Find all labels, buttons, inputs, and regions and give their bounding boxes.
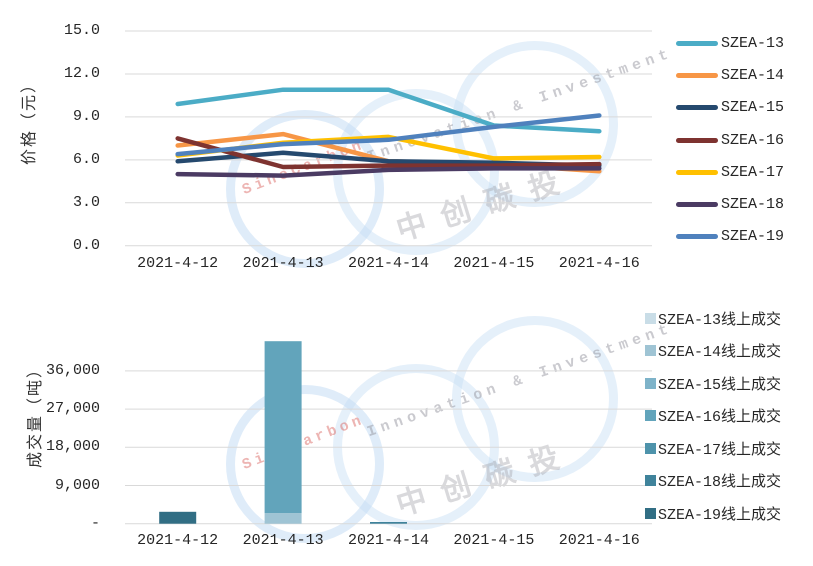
volume-legend: SZEA-13线上成交 SZEA-14线上成交 SZEA-15线上成交 SZEA-16… [645,302,781,530]
legend-item-SZEA-16: SZEA-16 [676,124,784,156]
legend-label: SZEA-19 [721,228,785,246]
legend-item-SZEA-19: SZEA-19 [676,221,784,253]
volume-bar-segment-SZEA-14线上成交 [264,513,302,524]
volume-x-tick: 2021-4-12 [137,532,219,549]
price-x-tick: 2021-4-14 [347,255,429,272]
legend-label: SZEA-15线上成交 [658,376,782,394]
price-x-tick: 2021-4-13 [242,255,324,272]
price-y-tick: 6.0 [72,150,100,168]
legend-item-SZEA-15: SZEA-15 [676,92,784,124]
legend-line-swatch-icon [676,72,718,78]
legend-item-SZEA-14: SZEA-14 [676,59,784,91]
volume-x-tick: 2021-4-15 [453,532,535,549]
legend-label: SZEA-17 [721,163,785,181]
legend-label: SZEA-13 [721,34,785,52]
legend-line-swatch-icon [676,234,718,240]
price-y-tick: 12.0 [63,64,100,82]
price-x-tick: 2021-4-12 [137,255,219,272]
price-line-SZEA-19 [175,113,602,157]
volume-x-tick: 2021-4-14 [347,532,429,549]
volume-y-tick: 36,000 [45,361,100,379]
volume-bar-segment-SZEA-16线上成交 [264,341,302,514]
volume-bar-segment-SZEA-19线上成交 [159,511,197,524]
legend-label: SZEA-18 [721,196,785,214]
price-y-axis-title: 价格（元） [21,75,38,166]
legend-line-swatch-icon [676,137,718,143]
price-y-tick: 3.0 [72,193,100,211]
price-legend: SZEA-13 SZEA-14 SZEA-15 SZEA-16 SZEA-17 SZEA-… [676,27,784,253]
legend-label: SZEA-17线上成交 [658,441,782,459]
legend-label: SZEA-19线上成交 [658,506,782,524]
legend-square-swatch-icon [645,377,656,389]
legend-label: SZEA-15 [721,99,785,117]
legend-square-swatch-icon [645,345,656,357]
legend-item-SZEA-18线上成交: SZEA-18线上成交 [645,465,781,498]
legend-square-swatch-icon [645,442,656,454]
volume-plot-area [125,341,652,525]
legend-label: SZEA-16线上成交 [658,409,782,427]
legend-label: SZEA-13线上成交 [658,311,782,329]
volume-y-tick: 27,000 [45,400,100,418]
legend-item-SZEA-18: SZEA-18 [676,188,784,220]
price-line-SZEA-13 [175,87,602,134]
legend-square-swatch-icon [645,507,656,519]
legend-line-swatch-icon [676,105,718,111]
legend-square-swatch-icon [645,475,656,487]
legend-label: SZEA-14 [721,66,785,84]
price-line-SZEA-16 [175,136,602,170]
legend-item-SZEA-16线上成交: SZEA-16线上成交 [645,400,781,433]
price-y-tick: 9.0 [72,107,100,125]
volume-x-tick: 2021-4-16 [558,532,640,549]
legend-label: SZEA-16 [721,131,785,149]
price-y-tick: 0.0 [72,236,100,254]
legend-item-SZEA-14线上成交: SZEA-14线上成交 [645,335,781,368]
legend-line-swatch-icon [676,169,718,175]
legend-label: SZEA-14线上成交 [658,344,782,362]
legend-label: SZEA-18线上成交 [658,474,782,492]
volume-y-tick: 18,000 [45,438,100,456]
price-y-tick: 15.0 [63,22,100,40]
volume-x-tick: 2021-4-13 [242,532,324,549]
volume-y-tick: - [90,514,100,532]
legend-item-SZEA-13线上成交: SZEA-13线上成交 [645,302,781,335]
legend-item-SZEA-17: SZEA-17 [676,156,784,188]
volume-y-tick: 9,000 [54,476,100,494]
legend-line-swatch-icon [676,202,718,208]
legend-square-swatch-icon [645,312,656,324]
price-line-SZEA-18 [175,166,602,178]
price-x-tick: 2021-4-15 [453,255,535,272]
legend-item-SZEA-13: SZEA-13 [676,27,784,59]
legend-item-SZEA-15线上成交: SZEA-15线上成交 [645,367,781,400]
price-plot-area [125,30,652,247]
volume-bar-segment-SZEA-18线上成交 [370,522,407,524]
legend-item-SZEA-19线上成交: SZEA-19线上成交 [645,497,781,530]
legend-line-swatch-icon [676,40,718,46]
legend-square-swatch-icon [645,410,656,422]
price-x-tick: 2021-4-16 [558,255,640,272]
legend-item-SZEA-17线上成交: SZEA-17线上成交 [645,432,781,465]
